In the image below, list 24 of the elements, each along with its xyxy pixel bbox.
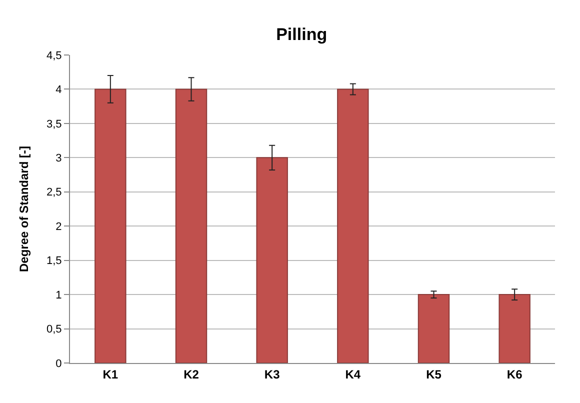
bar [498,294,530,363]
y-tick-label: 3,5 [46,118,62,130]
x-tick-label: K1 [102,367,118,382]
x-tick-label: K6 [506,367,523,382]
bar [94,88,126,363]
y-tick-label: 4,5 [46,50,62,62]
bar [337,88,369,363]
x-tick-label: K3 [264,367,280,382]
x-tick-label: K4 [345,367,361,382]
bar [418,294,450,363]
y-tick-label: 0 [56,358,62,370]
y-tick-label: 3 [56,152,62,165]
bar [175,88,208,363]
y-tick-label: 1,5 [46,255,62,268]
bar [256,157,288,363]
y-tick-label: 0,5 [46,324,62,336]
y-tick-label: 1 [56,289,62,302]
y-axis-title: Degree of Standard [-] [16,146,31,272]
x-tick-label: K2 [184,367,200,382]
x-tick-label: K5 [426,367,442,382]
chart-title: Pilling [276,25,328,44]
y-tick-label: 2 [56,220,62,233]
y-tick-label: 4 [56,84,62,96]
y-tick-label: 2,5 [46,186,62,199]
